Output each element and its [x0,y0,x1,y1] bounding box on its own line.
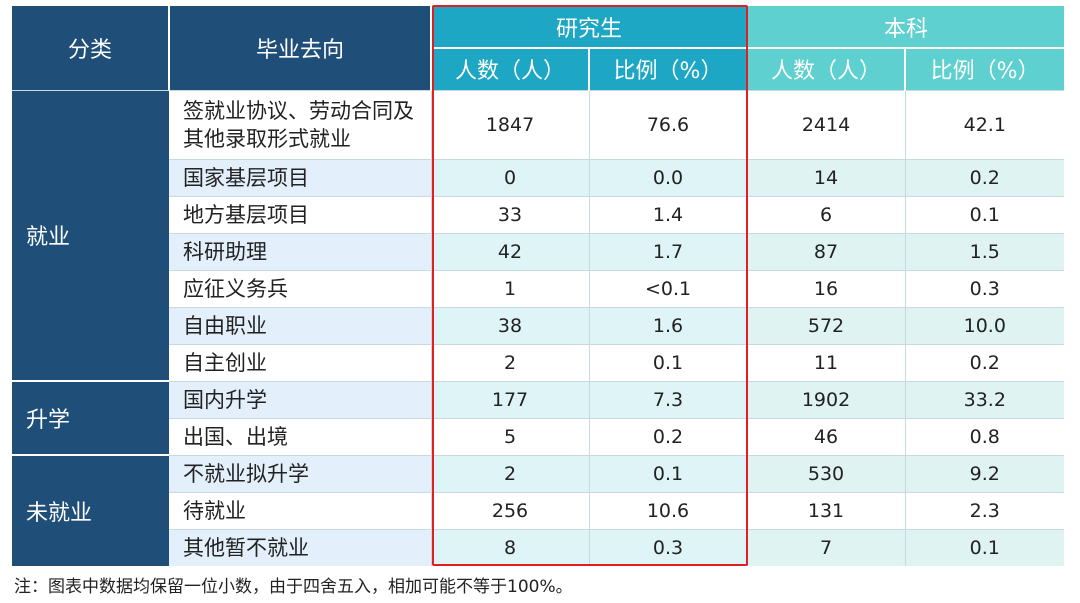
graduate-count-cell: 256 [430,491,589,529]
undergraduate-count-cell: 7 [746,528,906,566]
row-destination: 出国、出境 [169,417,431,455]
row-destination: 不就业拟升学 [169,454,431,492]
header-undergraduate: 本科 [746,6,1065,48]
undergraduate-count-cell: 87 [746,232,906,270]
graduate-count-cell: 177 [430,380,589,418]
employment-table-container: 分类 毕业去向 研究生 本科 人数（人） 比例（%） 人数（人） 比例（%） 就… [12,6,1065,566]
row-destination: 科研助理 [169,232,431,270]
undergraduate-count-cell: 131 [746,491,906,529]
graduate-count-cell: 5 [430,417,589,455]
header-undergraduate-count: 人数（人） [746,47,906,90]
undergraduate-ratio-cell: 0.3 [904,269,1065,307]
graduate-count-cell: 33 [430,195,589,233]
row-destination: 自由职业 [169,306,431,344]
graduate-ratio-cell: 0.2 [588,417,748,455]
undergraduate-ratio-cell: 2.3 [904,491,1065,529]
undergraduate-ratio-cell: 0.1 [904,528,1065,566]
header-undergraduate-ratio: 比例（%） [904,47,1065,90]
graduate-count-cell: 2 [430,343,589,381]
undergraduate-ratio-cell: 0.2 [904,343,1065,381]
graduate-count-cell: 2 [430,454,589,492]
graduate-ratio-cell: 1.6 [588,306,748,344]
undergraduate-count-cell: 2414 [746,89,906,159]
row-destination: 国内升学 [169,380,431,418]
graduate-count-cell: 42 [430,232,589,270]
header-destination: 毕业去向 [169,6,432,90]
undergraduate-count-cell: 1902 [746,380,906,418]
undergraduate-ratio-cell: 33.2 [904,380,1065,418]
undergraduate-ratio-cell: 42.1 [904,89,1065,159]
undergraduate-count-cell: 11 [746,343,906,381]
row-destination: 国家基层项目 [169,158,431,196]
row-destination: 签就业协议、劳动合同及其他录取形式就业 [169,89,431,159]
row-destination: 地方基层项目 [169,195,431,233]
graduate-count-cell: 0 [430,158,589,196]
undergraduate-ratio-cell: 0.8 [904,417,1065,455]
undergraduate-ratio-cell: 0.2 [904,158,1065,196]
graduate-count-cell: 1847 [430,89,589,159]
graduate-ratio-cell: 7.3 [588,380,748,418]
row-destination: 其他暂不就业 [169,528,431,566]
header-graduate-count: 人数（人） [431,47,589,90]
undergraduate-count-cell: 572 [746,306,906,344]
graduate-ratio-cell: 0.1 [588,454,748,492]
graduate-ratio-cell: 10.6 [588,491,748,529]
row-destination: 应征义务兵 [169,269,431,307]
graduate-count-cell: 1 [430,269,589,307]
undergraduate-ratio-cell: 10.0 [904,306,1065,344]
graduate-count-cell: 38 [430,306,589,344]
undergraduate-count-cell: 530 [746,454,906,492]
graduate-ratio-cell: 0.3 [588,528,748,566]
graduate-ratio-cell: 1.7 [588,232,748,270]
graduate-ratio-cell: 0.1 [588,343,748,381]
graduate-ratio-cell: 0.0 [588,158,748,196]
row-destination: 待就业 [169,491,431,529]
header-graduate: 研究生 [431,6,748,48]
graduate-count-cell: 8 [430,528,589,566]
employment-table: 分类 毕业去向 研究生 本科 人数（人） 比例（%） 人数（人） 比例（%） 就… [12,6,1065,566]
footnote: 注：图表中数据均保留一位小数，由于四舍五入，相加可能不等于100%。 [14,577,573,597]
graduate-ratio-cell: 1.4 [588,195,748,233]
undergraduate-count-cell: 16 [746,269,906,307]
undergraduate-count-cell: 46 [746,417,906,455]
undergraduate-ratio-cell: 9.2 [904,454,1065,492]
category-further-study: 升学 [12,380,169,456]
header-category: 分类 [12,6,170,90]
category-unemployed: 未就业 [12,454,169,566]
undergraduate-count-cell: 14 [746,158,906,196]
header-graduate-ratio: 比例（%） [587,47,748,90]
undergraduate-count-cell: 6 [746,195,906,233]
graduate-ratio-cell: <0.1 [588,269,748,307]
graduate-ratio-cell: 76.6 [588,89,748,159]
undergraduate-ratio-cell: 0.1 [904,195,1065,233]
category-employment: 就业 [12,89,169,382]
undergraduate-ratio-cell: 1.5 [904,232,1065,270]
row-destination: 自主创业 [169,343,431,381]
